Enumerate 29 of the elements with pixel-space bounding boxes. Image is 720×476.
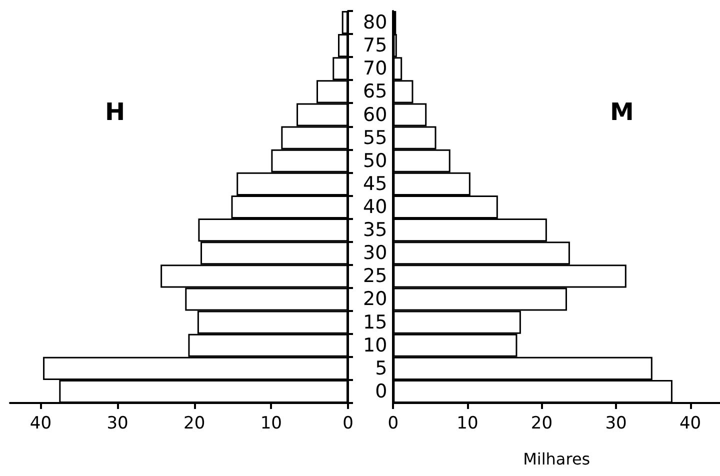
- y-tick-label: 0: [375, 380, 388, 402]
- y-tick-label: 65: [362, 80, 388, 103]
- y-tick-label: 10: [362, 334, 388, 356]
- y-tick-label: 75: [362, 34, 388, 57]
- x-tick-label: 20: [530, 414, 553, 434]
- y-tick-label: 80: [362, 12, 388, 34]
- x-tick-label: 10: [260, 414, 282, 434]
- y-tick-label: 35: [362, 219, 388, 242]
- y-tick-label: 15: [362, 311, 388, 334]
- x-axis-title: Milhares: [523, 450, 590, 468]
- y-tick-label: 60: [362, 104, 388, 126]
- y-tick-label: 25: [362, 265, 388, 288]
- x-tick-label: 10: [456, 414, 478, 434]
- x-tick-label: 30: [605, 414, 627, 434]
- y-tick-label: 40: [362, 196, 388, 218]
- x-tick-label: 40: [679, 414, 702, 434]
- text: M: [610, 98, 634, 126]
- y-tick-label: 55: [362, 126, 388, 149]
- text: H: [105, 98, 126, 126]
- y-tick-label: 45: [362, 172, 388, 195]
- x-tick-label: 30: [106, 414, 128, 434]
- y-tick-label: 30: [362, 242, 388, 264]
- y-tick-label: 5: [375, 357, 388, 380]
- x-tick-label: 0: [342, 414, 354, 434]
- x-tick-label: 20: [184, 414, 206, 434]
- x-tick-label: 40: [30, 414, 52, 434]
- y-tick-label: 20: [362, 288, 388, 310]
- y-tick-label: 50: [362, 150, 388, 172]
- y-tick-label: 70: [362, 58, 388, 80]
